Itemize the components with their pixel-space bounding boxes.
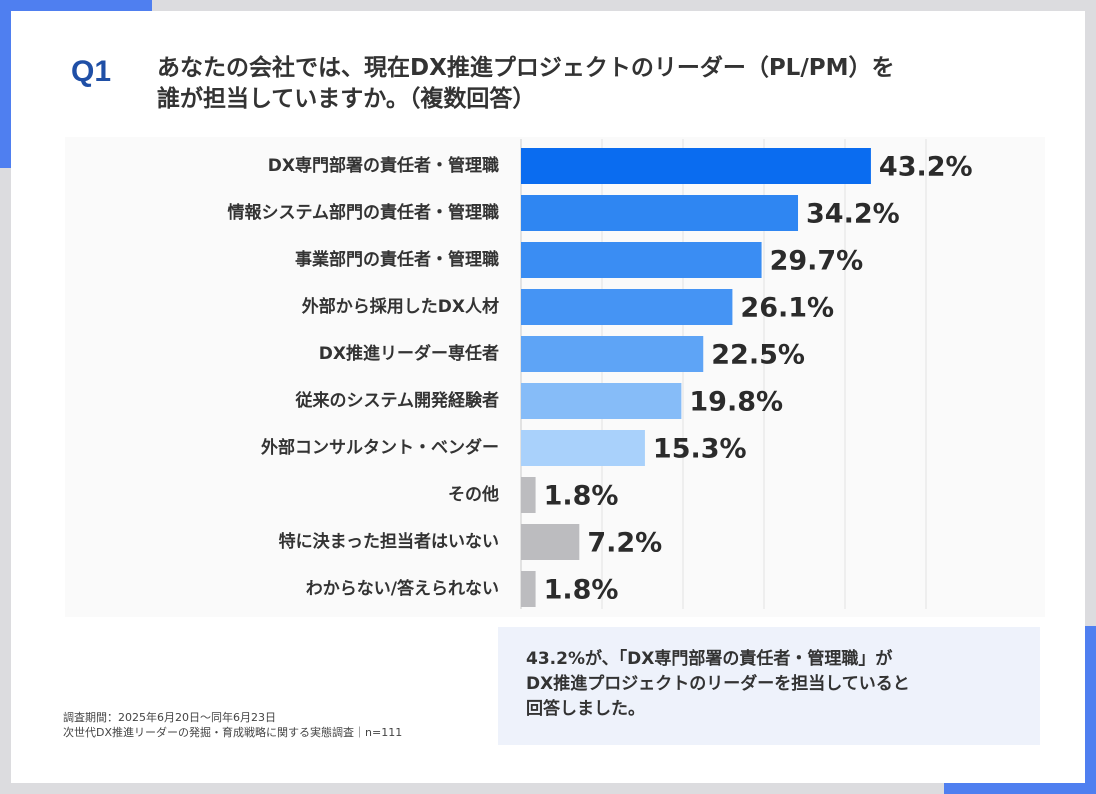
category-label: 特に決まった担当者はいない xyxy=(279,531,499,552)
corner-accent-bottom-right xyxy=(944,783,1096,794)
bar-chart: DX専門部署の責任者・管理職 43.2% 情報システム部門の責任者・管理職 34.2%… xyxy=(228,139,973,609)
value-label: 19.8% xyxy=(689,387,783,418)
corner-accent-bottom-right-vertical xyxy=(1085,626,1096,794)
corner-accent-top-left-vertical xyxy=(0,0,11,168)
category-label: その他 xyxy=(448,484,499,505)
summary-line-3: 回答しました。 xyxy=(526,699,645,719)
summary-box: 43.2%が、「DX専門部署の責任者・管理職」が DX推進プロジェクトのリーダー… xyxy=(498,627,1040,745)
question-number: Q1 xyxy=(71,55,112,88)
value-label: 43.2% xyxy=(879,152,973,183)
category-label: 情報システム部門の責任者・管理職 xyxy=(228,202,500,223)
bar xyxy=(521,477,536,513)
category-label: DX推進リーダー専任者 xyxy=(319,343,499,364)
value-label: 29.7% xyxy=(770,246,864,277)
value-label: 15.3% xyxy=(653,434,747,465)
bar xyxy=(521,195,799,231)
footnote-period: 調査期間：2025年6月20日～同年6月23日 xyxy=(63,711,276,724)
value-label: 26.1% xyxy=(740,293,834,324)
value-label: 7.2% xyxy=(587,528,662,559)
summary-line-2: DX推進プロジェクトのリーダーを担当していると xyxy=(526,674,910,694)
category-label: 事業部門の責任者・管理職 xyxy=(295,249,499,270)
category-label: 外部から採用したDX人材 xyxy=(302,296,499,317)
summary-line-1: 43.2%が、「DX専門部署の責任者・管理職」が xyxy=(526,649,893,669)
bar xyxy=(521,430,645,466)
survey-footnote: 調査期間：2025年6月20日～同年6月23日 次世代DX推進リーダーの発掘・育… xyxy=(63,710,402,740)
bar xyxy=(521,383,682,419)
category-label: わからない/答えられない xyxy=(306,578,499,599)
slide-card: Q1 あなたの会社では、現在DX推進プロジェクトのリーダー（PL/PM）を 誰が… xyxy=(11,11,1085,783)
value-label: 1.8% xyxy=(544,575,619,606)
bar xyxy=(521,148,871,184)
question-line-2: 誰が担当していますか。（複数回答） xyxy=(157,86,536,112)
corner-accent-top-left xyxy=(0,0,152,11)
bar xyxy=(521,289,733,325)
value-label: 22.5% xyxy=(711,340,805,371)
bar xyxy=(521,336,704,372)
category-label: 外部コンサルタント・ベンダー xyxy=(261,437,499,458)
category-label: DX専門部署の責任者・管理職 xyxy=(268,155,499,176)
bar xyxy=(521,242,762,278)
value-label: 34.2% xyxy=(806,199,900,230)
question-text: あなたの会社では、現在DX推進プロジェクトのリーダー（PL/PM）を 誰が担当し… xyxy=(157,53,1037,115)
bar xyxy=(521,524,580,560)
value-label: 1.8% xyxy=(544,481,619,512)
bar xyxy=(521,571,536,607)
question-line-1: あなたの会社では、現在DX推進プロジェクトのリーダー（PL/PM）を xyxy=(157,55,895,81)
footnote-survey-name: 次世代DX推進リーダーの発掘・育成戦略に関する実態調査｜n=111 xyxy=(63,726,403,739)
category-label: 従来のシステム開発経験者 xyxy=(295,390,500,411)
